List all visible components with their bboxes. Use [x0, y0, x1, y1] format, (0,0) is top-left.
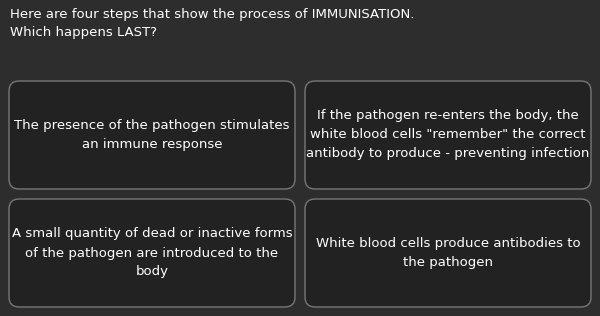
Text: Here are four steps that show the process of IMMUNISATION.: Here are four steps that show the proces… — [10, 8, 415, 21]
Text: A small quantity of dead or inactive forms
of the pathogen are introduced to the: A small quantity of dead or inactive for… — [11, 228, 292, 278]
Text: If the pathogen re-enters the body, the
white blood cells "remember" the correct: If the pathogen re-enters the body, the … — [307, 110, 590, 161]
FancyBboxPatch shape — [305, 199, 591, 307]
Text: White blood cells produce antibodies to
the pathogen: White blood cells produce antibodies to … — [316, 237, 580, 269]
Text: Which happens LAST?: Which happens LAST? — [10, 26, 157, 39]
FancyBboxPatch shape — [305, 81, 591, 189]
FancyBboxPatch shape — [9, 81, 295, 189]
FancyBboxPatch shape — [9, 199, 295, 307]
Text: The presence of the pathogen stimulates
an immune response: The presence of the pathogen stimulates … — [14, 119, 290, 151]
